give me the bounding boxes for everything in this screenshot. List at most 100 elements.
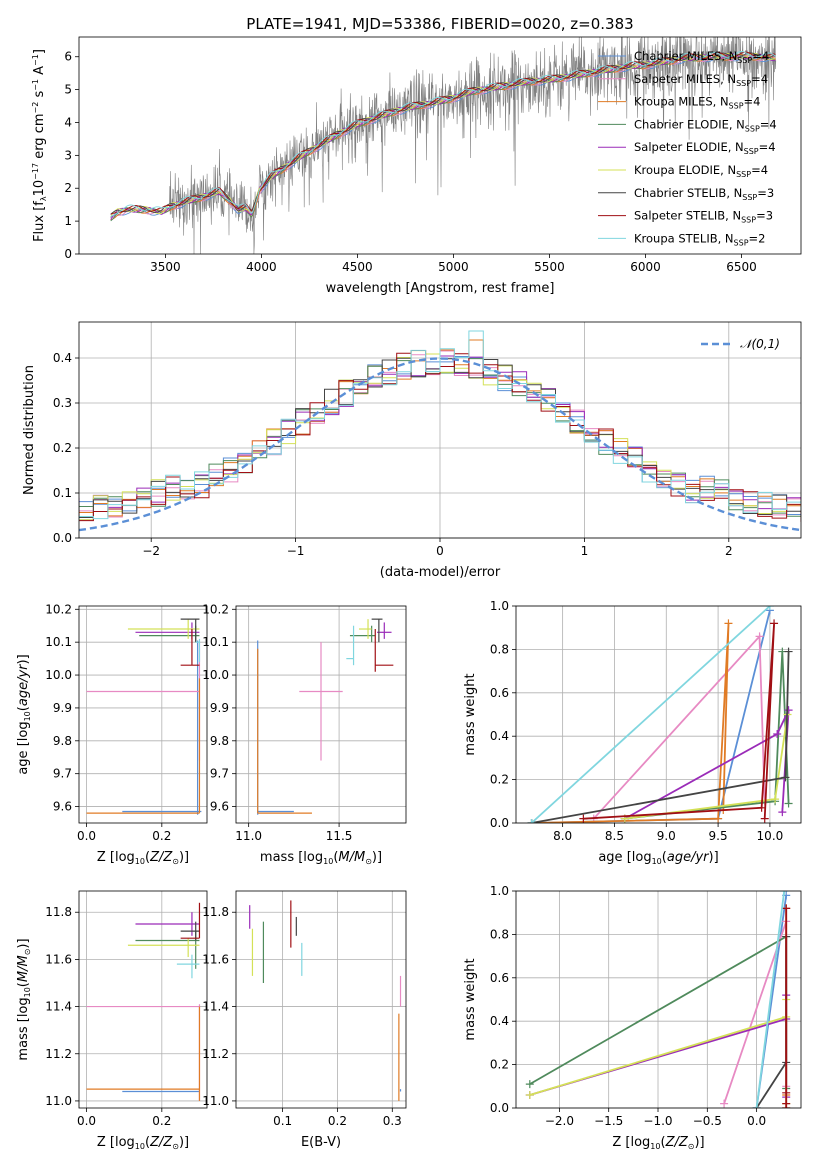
y-tick-label: 0.8 (490, 927, 509, 941)
x-tick-label: 4500 (342, 260, 373, 274)
x-tick-label: 0.0 (77, 829, 96, 843)
y-tick-label: 0.2 (53, 441, 72, 455)
x-tick-label: 0.2 (328, 1114, 347, 1128)
y-tick-label: 11.0 (45, 1094, 72, 1108)
y-tick-label: 1 (64, 214, 72, 228)
y-tick-label: 11.8 (202, 905, 229, 919)
y-tick-label: 10.1 (202, 635, 229, 649)
y-tick-label: 0.4 (490, 1014, 509, 1028)
model-spectrum-line (110, 51, 776, 215)
mass_weight_vs_age-x-axis-label: age [log10(age/yr)] (598, 850, 718, 866)
y-tick-label: 2 (64, 181, 72, 195)
observed-spectrum-line (110, 37, 777, 254)
y-tick-label: 0.0 (490, 816, 509, 830)
residuals-frame (78, 321, 802, 539)
mass_weight_vs_age-frame (515, 605, 802, 824)
mass-weight-line (530, 606, 771, 823)
mass-weight-marker (780, 891, 789, 895)
y-tick-label: 10.1 (45, 635, 72, 649)
mass_vs_ebv-axes: 0.1 0.2 0.3 11.0 11.2 11.4 11.6 11.8 E(B-V) (202, 891, 406, 1150)
y-tick-label: 11.2 (45, 1047, 72, 1061)
legend-label: Salpeter MILES, NSSP=4 (634, 72, 768, 88)
mass_weight_vs_age-series (527, 606, 793, 823)
x-tick-label: 5500 (534, 260, 565, 274)
spectrum-frame (78, 36, 802, 255)
mass-weight-marker (579, 814, 588, 823)
model-spectrum-line (110, 51, 776, 217)
age_vs_Z-errorbars (86, 618, 202, 815)
mass-weight-marker (771, 795, 780, 804)
mass_vs_Z-x-axis-label: Z [log10(Z/Z⊙)] (97, 1135, 189, 1151)
mass_vs_Z-axes: 0.0 0.2 11.0 11.2 11.4 11.6 11.8 Z [log10(Z/Z⊙)… (16, 891, 207, 1151)
legend-label: Kroupa ELODIE, NSSP=4 (634, 163, 768, 179)
y-tick-label: 9.8 (53, 734, 72, 748)
y-tick-label: 9.8 (210, 734, 229, 748)
y-tick-label: 10.2 (202, 602, 229, 616)
mass-weight-line (755, 891, 786, 1108)
y-tick-label: 10.0 (45, 668, 72, 682)
age_vs_Z-x-axis-label: Z [log10(Z/Z⊙)] (97, 850, 189, 866)
mass_vs_Z-frame (78, 890, 208, 1109)
y-tick-label: 11.2 (202, 1047, 229, 1061)
x-tick-label: −0.5 (693, 1114, 722, 1128)
x-tick-label: 1 (581, 544, 589, 558)
x-tick-label: 6500 (726, 260, 757, 274)
y-tick-label: 9.6 (210, 800, 229, 814)
residuals-y-axis-label: Normed distribution (22, 365, 37, 495)
x-tick-label: 0.1 (273, 1114, 292, 1128)
y-tick-label: 0.4 (490, 729, 509, 743)
mass-weight-marker (755, 632, 764, 641)
y-tick-label: 0.8 (490, 642, 509, 656)
figure-title: PLATE=1941, MJD=53386, FIBERID=0020, z=0… (246, 15, 633, 33)
legend-label: Kroupa MILES, NSSP=4 (634, 95, 760, 111)
x-tick-label: 8.5 (605, 829, 624, 843)
mass-weight-marker (760, 814, 769, 823)
mass-weight-marker (724, 619, 733, 628)
legend-label: Chabrier STELIB, NSSP=3 (634, 186, 774, 202)
y-tick-label: 0 (64, 247, 72, 261)
x-tick-label: 3500 (150, 260, 181, 274)
y-tick-label: 6 (64, 50, 72, 64)
normal-reference-curve (79, 357, 801, 532)
mass-weight-marker (525, 1090, 534, 1099)
y-tick-label: 5 (64, 83, 72, 97)
x-tick-label: 11.0 (235, 829, 262, 843)
y-tick-label: 0.6 (490, 971, 509, 985)
residual-legend: 𝒩(0,1) (701, 337, 780, 351)
y-tick-label: 11.6 (202, 952, 229, 966)
legend-label: Chabrier MILES, NSSP=4 (634, 49, 769, 65)
y-tick-label: 11.4 (45, 1000, 72, 1014)
age_vs_mass-errorbars (257, 618, 394, 815)
mass-weight-marker (752, 1104, 761, 1108)
x-tick-label: 9.0 (657, 829, 676, 843)
mass_vs_ebv-x-axis-label: E(B-V) (301, 1135, 341, 1150)
x-tick-label: −1.0 (643, 1114, 672, 1128)
y-tick-label: 0.0 (53, 531, 72, 545)
mass-weight-marker (525, 1080, 534, 1089)
residuals-x-axis-label: (data-model)/error (380, 565, 501, 580)
x-tick-label: 0.2 (152, 1114, 171, 1128)
mass_vs_ebv-frame (235, 890, 407, 1109)
y-tick-label: 0.1 (53, 486, 72, 500)
y-tick-label: 0.2 (490, 773, 509, 787)
spectrum-axes: 3500 4000 4500 5000 5500 6000 6500 0 1 2 3 4 5 6 wavel… (31, 49, 757, 296)
age_vs_mass-frame (235, 605, 407, 824)
y-tick-label: 11.8 (45, 905, 72, 919)
y-tick-label: 0.0 (490, 1101, 509, 1115)
mass-weight-marker (757, 803, 766, 812)
y-tick-label: 9.7 (53, 767, 72, 781)
legend-label: 𝒩(0,1) (740, 337, 780, 351)
y-tick-label: 9.6 (53, 800, 72, 814)
y-tick-label: 0.6 (490, 686, 509, 700)
legend-label: Chabrier ELODIE, NSSP=4 (634, 117, 777, 133)
mass-weight-marker (782, 1104, 791, 1108)
y-tick-label: 1.0 (490, 884, 509, 898)
x-tick-label: 0 (436, 544, 444, 558)
y-tick-label: 0.2 (490, 1058, 509, 1072)
mass_vs_Z-errorbars (86, 902, 201, 1101)
legend-label: Salpeter ELODIE, NSSP=4 (634, 140, 776, 156)
x-tick-label: 11.5 (326, 829, 353, 843)
y-tick-label: 4 (64, 115, 72, 129)
x-tick-label: 4000 (246, 260, 277, 274)
